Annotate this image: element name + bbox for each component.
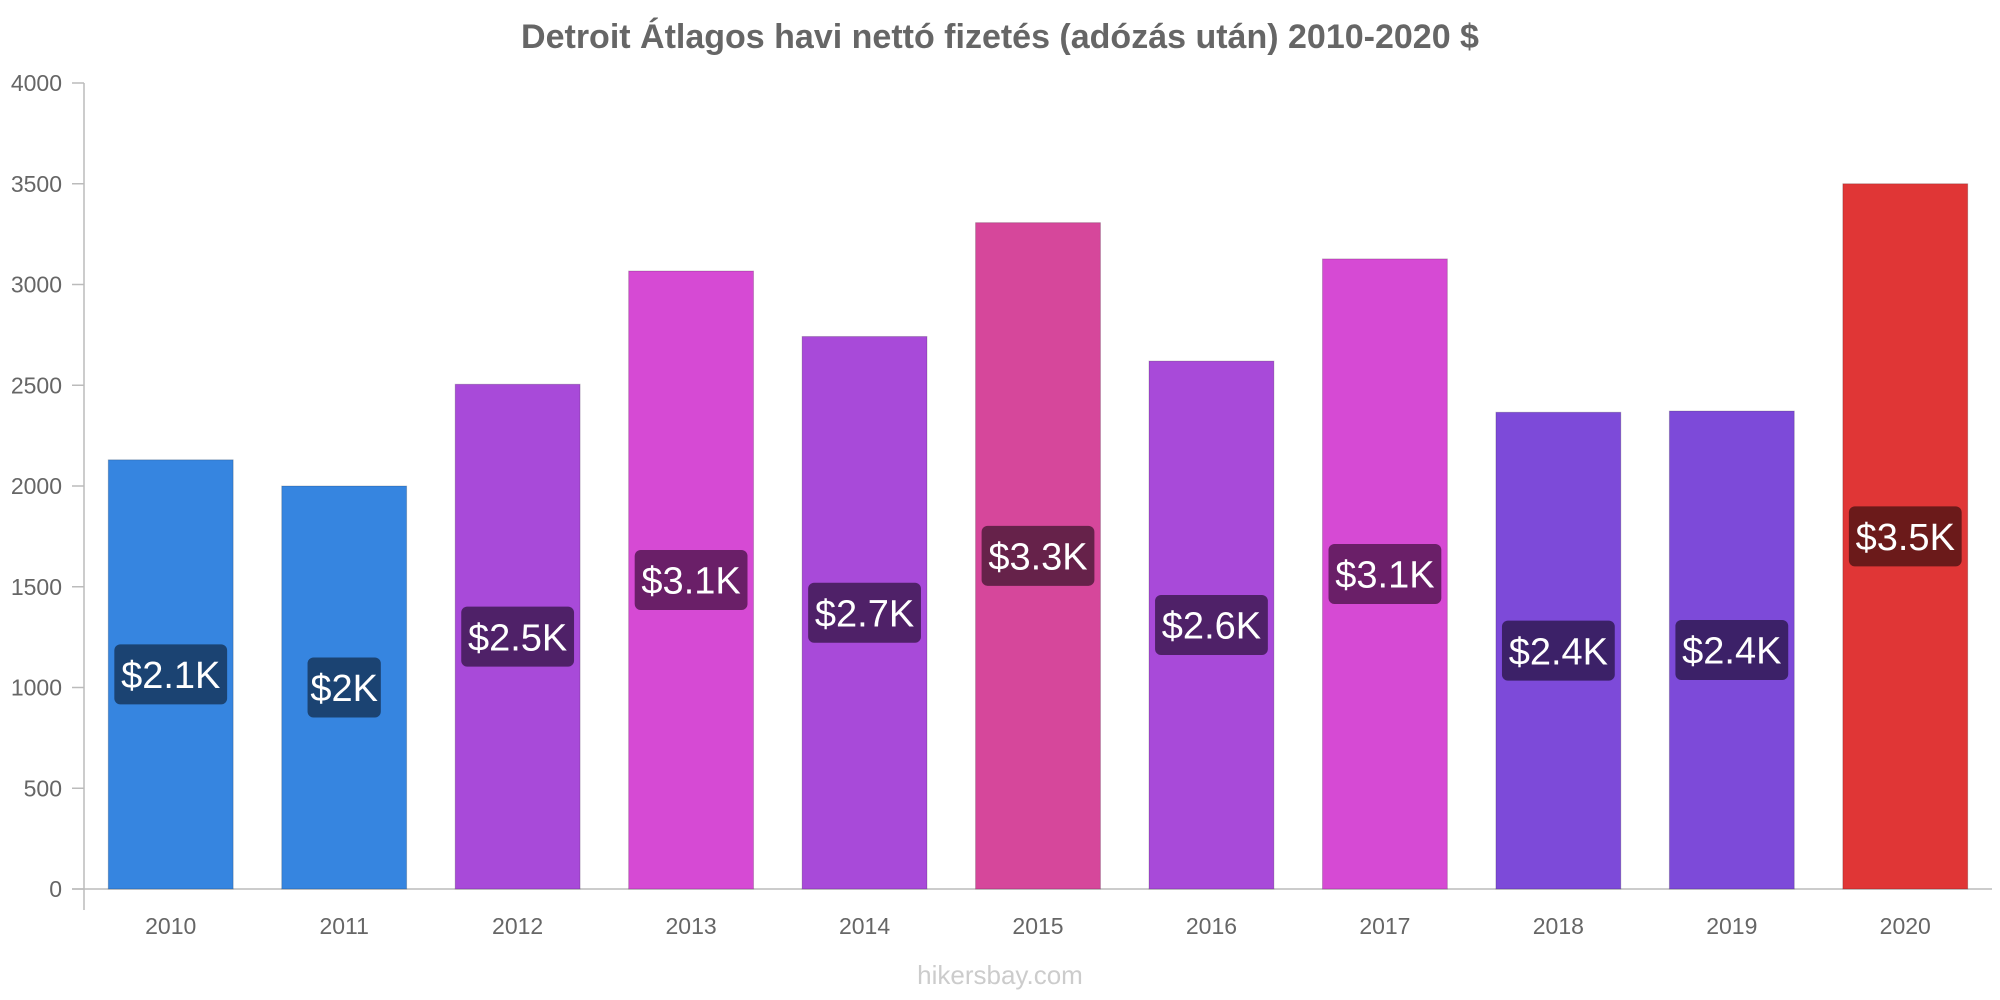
y-tick-label: 1500 <box>11 574 62 600</box>
data-label-box <box>981 525 1095 586</box>
data-label: $2.7K <box>815 593 914 635</box>
data-label: $3.1K <box>641 561 740 603</box>
data-label: $2.6K <box>1162 606 1261 648</box>
x-tick-label: 2013 <box>666 913 717 939</box>
data-label: $3.3K <box>988 536 1087 578</box>
y-tick-label: 2000 <box>11 473 62 499</box>
watermark: hikersbay.com <box>917 960 1083 990</box>
data-label: $3.1K <box>1335 555 1434 597</box>
y-tick-label: 0 <box>49 876 62 902</box>
data-label-box <box>1501 620 1615 681</box>
x-tick-label: 2018 <box>1533 913 1584 939</box>
x-tick-label: 2014 <box>839 913 890 939</box>
y-tick-label: 3000 <box>11 272 62 298</box>
x-tick-label: 2012 <box>492 913 543 939</box>
y-tick-label: 4000 <box>11 70 62 96</box>
data-label-box <box>634 549 748 610</box>
data-label: $2.1K <box>121 655 220 697</box>
data-label: $3.5K <box>1856 517 1955 559</box>
data-label-box <box>1155 595 1268 656</box>
x-tick-label: 2019 <box>1706 913 1757 939</box>
data-label: $2.5K <box>468 617 567 659</box>
data-label-box <box>461 606 575 667</box>
data-label-box <box>808 582 921 643</box>
x-tick-label: 2011 <box>319 913 368 939</box>
data-label: $2.4K <box>1682 631 1781 673</box>
chart-title: Detroit Átlagos havi nettó fizetés (adóz… <box>521 18 1479 56</box>
y-tick-label: 1000 <box>11 675 62 701</box>
y-tick-label: 500 <box>24 775 62 801</box>
x-tick-label: 2015 <box>1012 913 1063 939</box>
x-tick-label: 2017 <box>1359 913 1410 939</box>
data-label: $2.4K <box>1509 631 1608 673</box>
data-label-box <box>1328 543 1442 604</box>
x-tick-label: 2010 <box>145 913 196 939</box>
x-tick-label: 2020 <box>1880 913 1931 939</box>
x-tick-label: 2016 <box>1186 913 1237 939</box>
y-tick-label: 3500 <box>11 171 62 197</box>
data-label-box <box>114 644 228 705</box>
data-label-box <box>307 657 381 718</box>
data-label-box <box>1848 506 1962 567</box>
data-label-box <box>1675 620 1789 681</box>
data-label: $2K <box>310 668 378 710</box>
y-tick-label: 2500 <box>11 372 62 398</box>
